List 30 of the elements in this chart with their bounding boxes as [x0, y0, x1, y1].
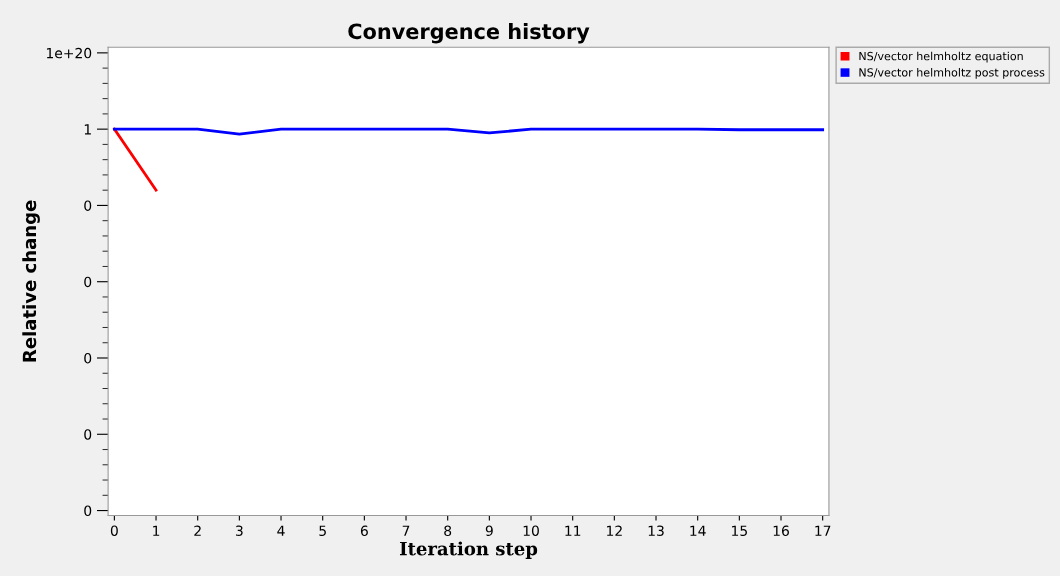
y-tick-label: 0	[84, 505, 92, 517]
x-tick-label: 10	[523, 525, 539, 536]
x-tick-label: 16	[773, 525, 789, 536]
y-tick-label: 1	[84, 124, 91, 135]
x-tick-label: 2	[194, 525, 201, 536]
x-tick-label: 8	[444, 525, 452, 536]
y-tick-label: 1e+20	[46, 47, 92, 59]
x-tick-label: 17	[815, 525, 831, 536]
x-tick-label: 4	[277, 525, 285, 536]
x-tick-label: 9	[485, 525, 493, 536]
legend-label: NS/vector helmholtz equation	[859, 51, 1023, 63]
chart-title: Convergence history	[348, 23, 590, 44]
y-tick-label: 0	[84, 352, 92, 364]
y-tick-label: 0	[84, 429, 92, 440]
x-tick-label: 13	[648, 525, 664, 536]
y-tick-label: 0	[84, 200, 92, 211]
y-axis-title: Relative change	[22, 200, 40, 362]
x-tick-label: 14	[690, 525, 706, 536]
x-tick-label: 1	[153, 525, 160, 536]
x-tick-label: 7	[402, 525, 410, 536]
y-tick-label: 0	[84, 276, 92, 288]
x-tick-label: 5	[319, 525, 326, 536]
x-tick-label: 12	[607, 525, 622, 536]
x-axis-title: Iteration step	[399, 541, 538, 559]
x-tick-label: 0	[110, 525, 118, 536]
legend-label: NS/vector helmholtz post process	[859, 67, 1045, 79]
x-tick-label: 6	[360, 525, 368, 536]
x-tick-label: 3	[236, 525, 243, 536]
x-tick-label: 11	[565, 525, 581, 536]
x-tick-label: 15	[732, 525, 747, 536]
